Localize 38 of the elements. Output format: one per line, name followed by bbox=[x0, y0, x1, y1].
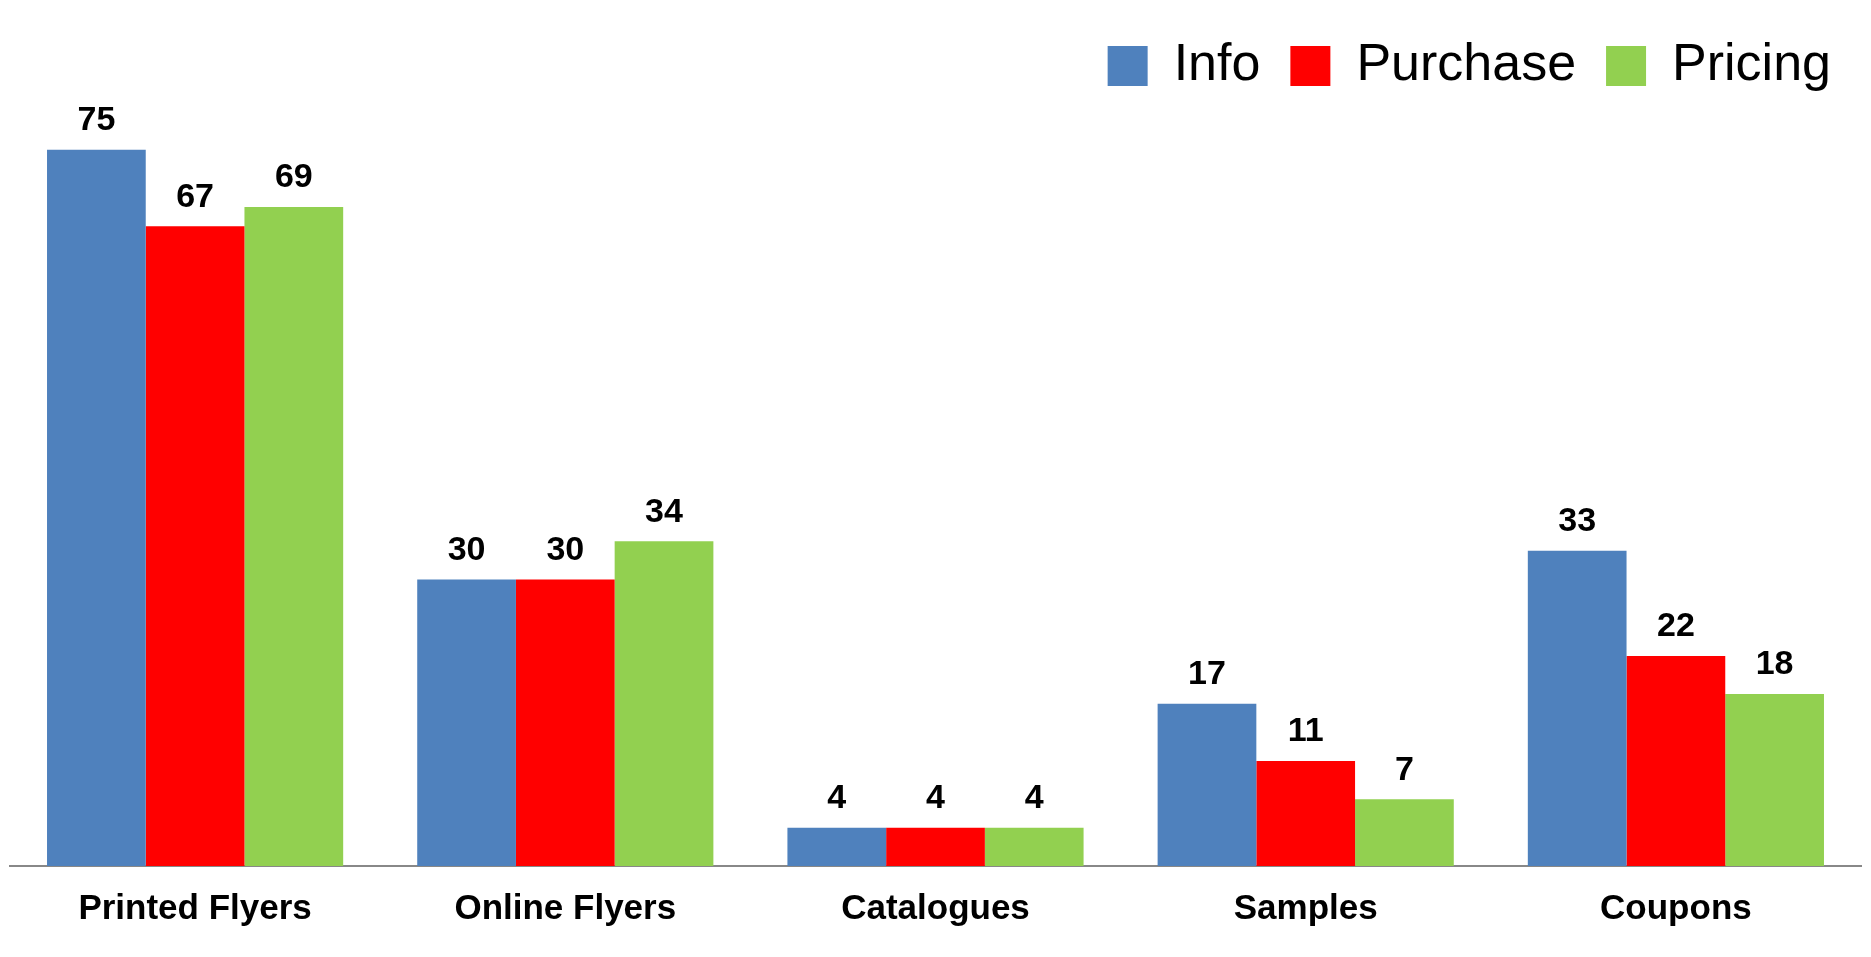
legend-label: Purchase bbox=[1356, 33, 1577, 92]
data-label: 7 bbox=[1394, 748, 1414, 787]
x-tick-label: Coupons bbox=[1600, 886, 1752, 926]
bar bbox=[515, 579, 615, 866]
legend-label: Info bbox=[1173, 33, 1261, 92]
bar bbox=[1256, 760, 1356, 866]
data-label: 30 bbox=[546, 528, 585, 567]
data-label: 34 bbox=[645, 490, 684, 529]
data-label: 75 bbox=[77, 99, 116, 138]
data-label: 67 bbox=[176, 175, 215, 214]
x-tick-label: Online Flyers bbox=[454, 886, 677, 926]
data-label: 22 bbox=[1656, 605, 1695, 644]
data-label: 4 bbox=[1024, 777, 1044, 816]
bar bbox=[145, 226, 245, 866]
x-tick-label: Printed Flyers bbox=[78, 886, 312, 926]
data-label: 18 bbox=[1755, 643, 1794, 682]
bar bbox=[1157, 703, 1257, 866]
data-label: 11 bbox=[1287, 710, 1324, 749]
bar bbox=[1355, 799, 1454, 866]
data-label: 4 bbox=[827, 777, 847, 816]
bar bbox=[1527, 550, 1627, 866]
data-label: 33 bbox=[1558, 500, 1597, 539]
data-label: 30 bbox=[447, 528, 486, 567]
data-label: 17 bbox=[1188, 653, 1226, 692]
bar bbox=[984, 827, 1084, 866]
bar bbox=[886, 827, 985, 866]
bar bbox=[787, 827, 887, 866]
data-label: 69 bbox=[274, 156, 313, 195]
bar bbox=[244, 207, 344, 866]
x-tick-label: Catalogues bbox=[841, 886, 1030, 926]
bar bbox=[417, 579, 516, 866]
x-tick-label: Samples bbox=[1233, 886, 1378, 926]
bar bbox=[1626, 655, 1726, 866]
bar bbox=[614, 541, 714, 866]
bar bbox=[47, 149, 146, 866]
legend-label: Pricing bbox=[1672, 33, 1832, 92]
bar bbox=[1725, 694, 1824, 866]
data-label: 4 bbox=[926, 777, 946, 816]
